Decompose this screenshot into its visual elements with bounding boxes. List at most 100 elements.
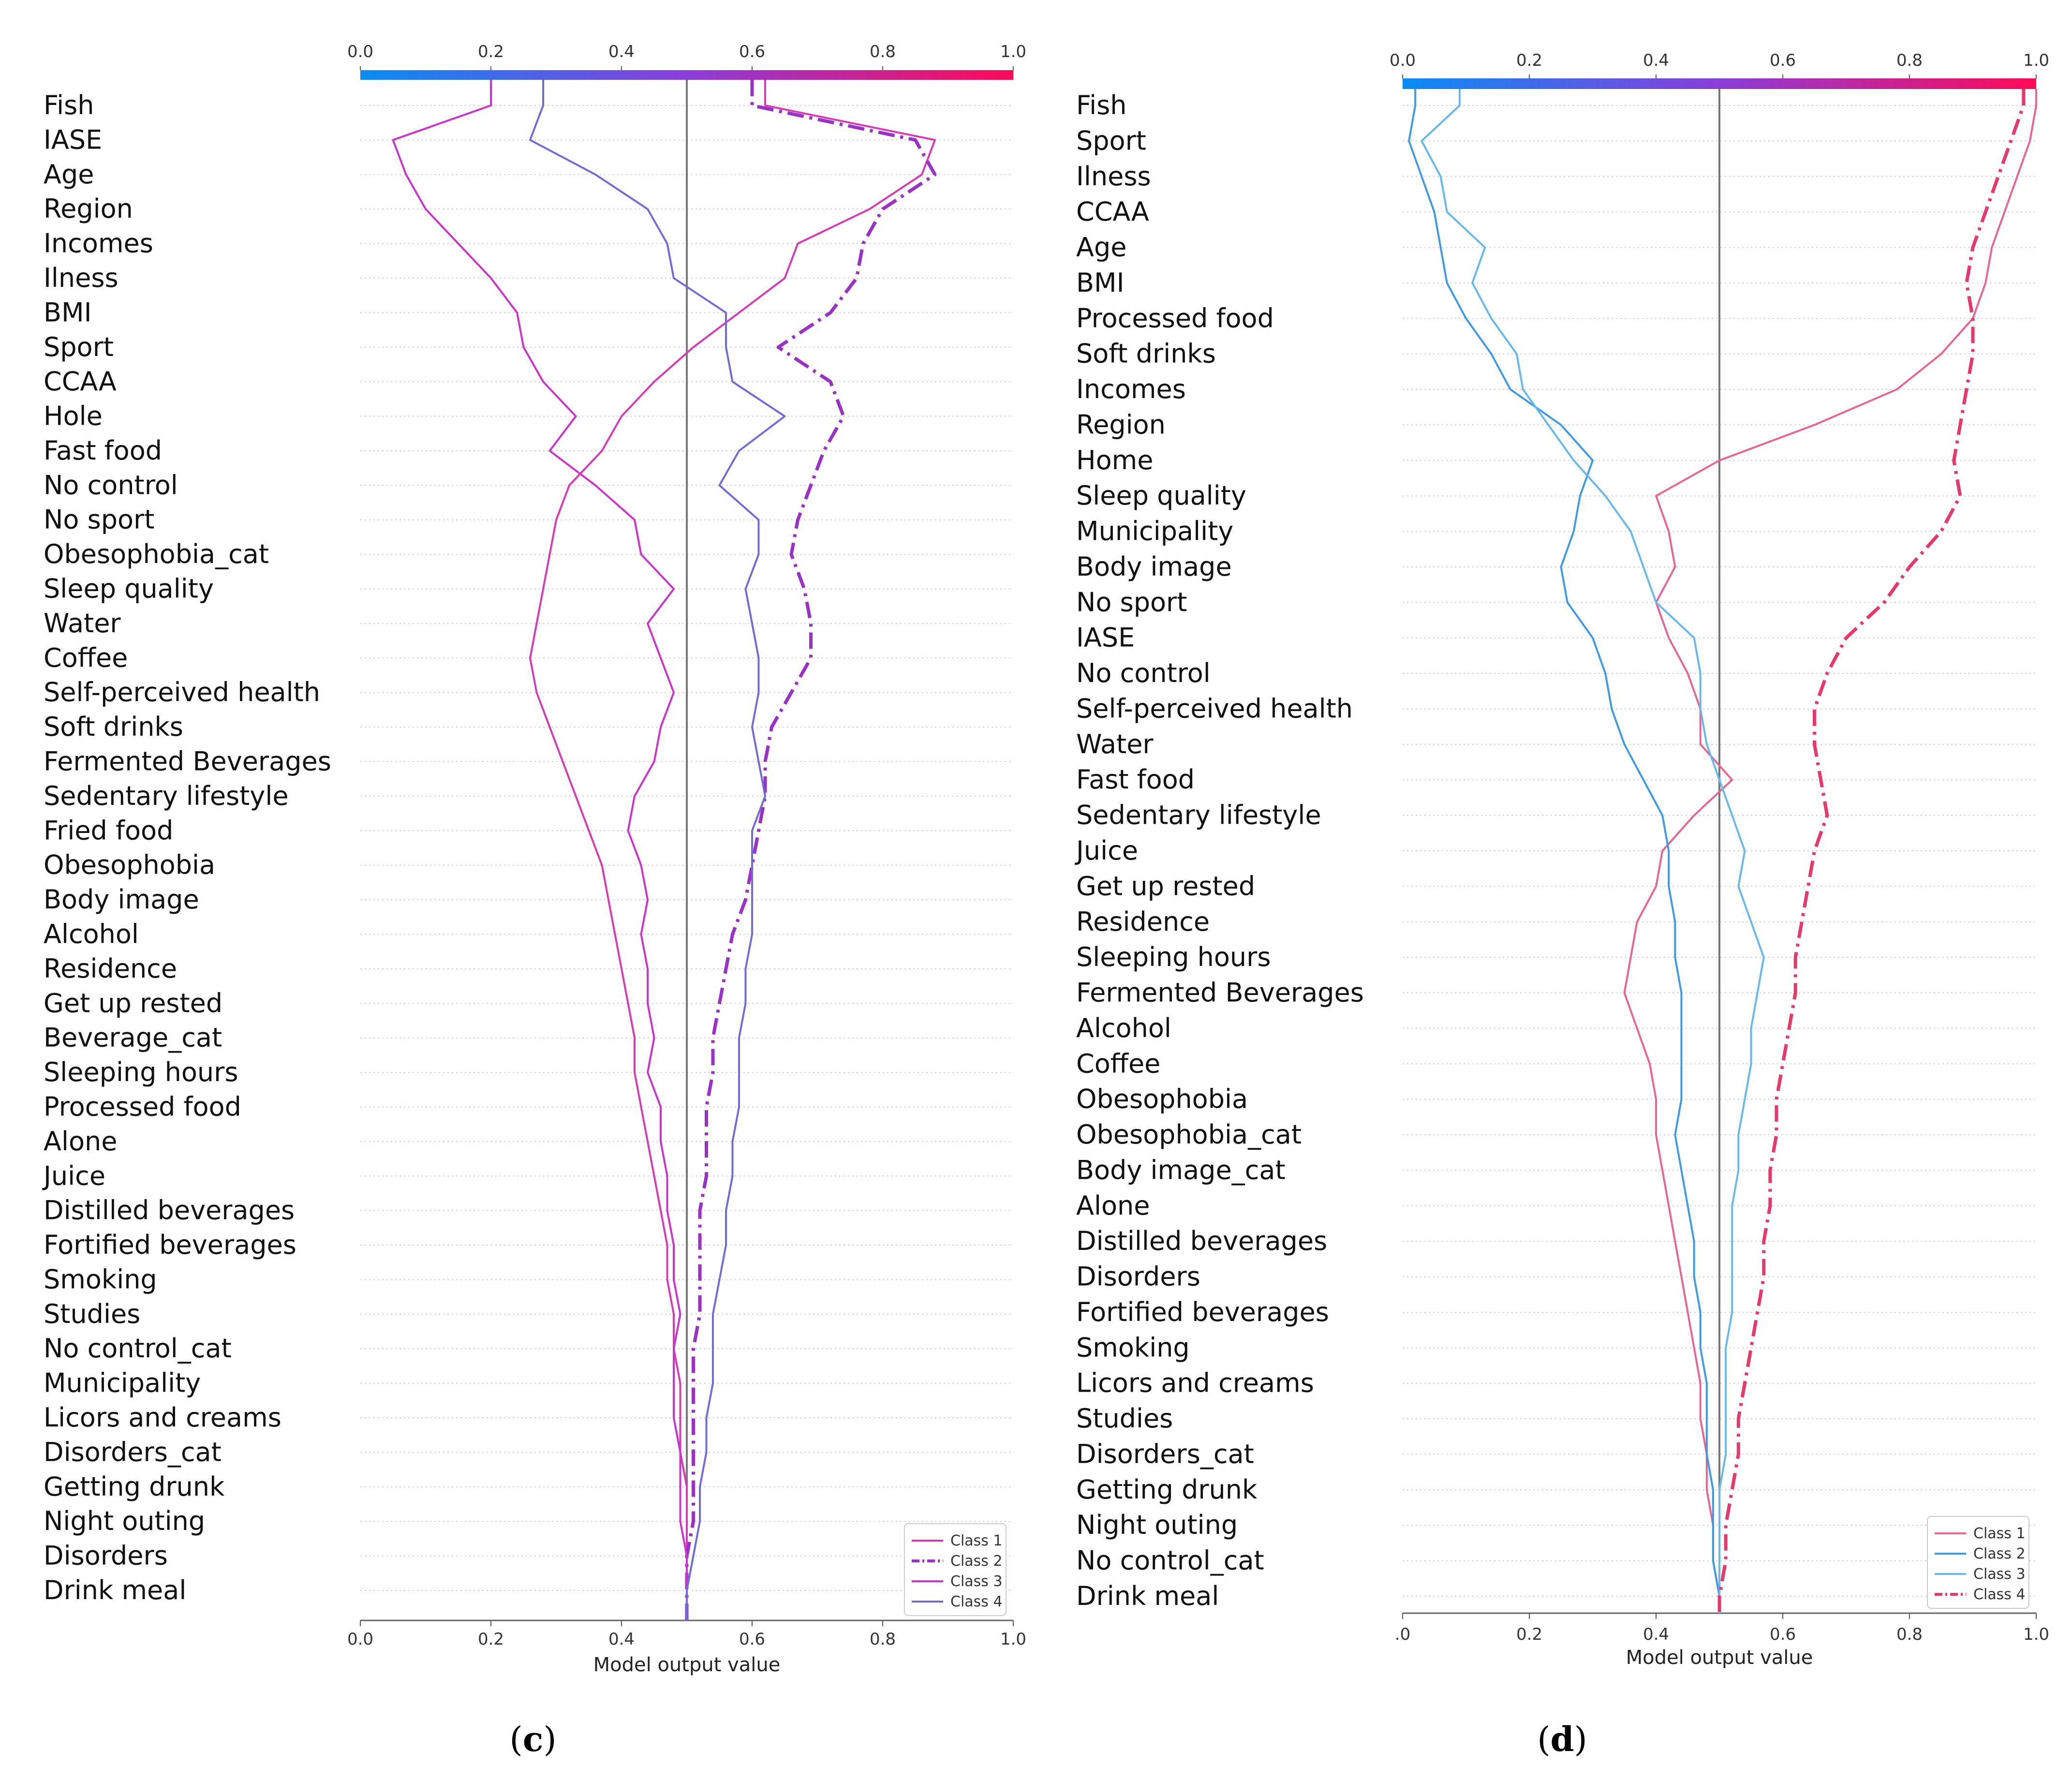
- feature-label: No sport: [44, 505, 154, 535]
- feature-label: Distilled beverages: [44, 1195, 295, 1226]
- feature-label: Self-perceived health: [1076, 693, 1353, 724]
- feature-label: No sport: [1076, 587, 1187, 617]
- x-tick-label: 0.4: [1643, 1625, 1669, 1644]
- top-tick-label: 0.4: [1643, 51, 1669, 70]
- legend-entry: Class 4: [1973, 1586, 2026, 1603]
- feature-label: Drink meal: [1076, 1581, 1219, 1611]
- feature-label: Fast food: [44, 435, 162, 466]
- feature-label: Beverage_cat: [44, 1023, 222, 1053]
- feature-label: Fish: [1076, 90, 1127, 120]
- feature-label: No control: [44, 470, 178, 500]
- feature-label: Obesophobia: [1076, 1084, 1248, 1114]
- feature-label: Studies: [44, 1299, 140, 1329]
- feature-label: IASE: [44, 124, 102, 155]
- x-tick-label: 0.4: [608, 1630, 635, 1649]
- feature-label: Coffee: [44, 642, 128, 673]
- feature-label: Studies: [1076, 1403, 1173, 1434]
- panel-label-letter: d: [1551, 1719, 1574, 1759]
- feature-label: Fish: [44, 90, 94, 120]
- top-tick-label: 0.2: [1516, 51, 1542, 70]
- feature-label: Residence: [44, 953, 177, 984]
- feature-label: Body image: [44, 884, 199, 915]
- feature-label: Disorders: [1076, 1262, 1200, 1292]
- feature-label: BMI: [1076, 267, 1125, 298]
- feature-label: Obesophobia: [44, 850, 215, 880]
- feature-label: Sleep quality: [44, 574, 214, 604]
- feature-label: Alcohol: [44, 919, 139, 949]
- feature-label: Sedentary lifestyle: [1076, 800, 1321, 831]
- legend-entry: Class 2: [950, 1553, 1003, 1570]
- feature-label: Fermented Beverages: [44, 746, 331, 777]
- x-tick-label: .0: [1395, 1625, 1410, 1644]
- feature-label: Get up rested: [44, 988, 222, 1018]
- x-tick-label: 0.2: [1516, 1625, 1542, 1644]
- series-line-class-3: [1421, 89, 1765, 1613]
- legend-entry: Class 3: [950, 1573, 1003, 1590]
- x-tick-label: 0.8: [1896, 1625, 1923, 1644]
- series-line-class-4: [1717, 89, 2026, 1613]
- feature-label: Night outing: [44, 1506, 205, 1536]
- feature-label: Processed food: [44, 1091, 241, 1122]
- top-tick-label: 1.0: [2023, 51, 2049, 70]
- feature-label: No control_cat: [44, 1333, 232, 1364]
- series-line-class-4: [529, 80, 786, 1620]
- x-tick-label: 0.6: [739, 1630, 765, 1649]
- x-tick-label: 0.6: [1770, 1625, 1796, 1644]
- feature-label: Municipality: [44, 1368, 201, 1398]
- feature-label: Processed food: [1076, 303, 1274, 333]
- x-tick-label: 1.0: [2023, 1625, 2049, 1644]
- series-line-class-1: [529, 80, 936, 1620]
- legend: Class 1 Class 2 Class 3 Class 4: [1927, 1516, 2029, 1609]
- panel-label-open: (: [509, 1720, 522, 1759]
- panel-label-open: (: [1537, 1720, 1550, 1759]
- feature-label: Smoking: [44, 1264, 157, 1294]
- panel-label-close: ): [1574, 1720, 1587, 1759]
- top-tick-label: 0.6: [1770, 51, 1796, 70]
- feature-label: Sleeping hours: [1076, 942, 1271, 972]
- feature-label: Licors and creams: [1076, 1368, 1314, 1398]
- feature-label: Home: [1076, 445, 1153, 475]
- legend: Class 1 Class 2 Class 3 Class 4: [904, 1523, 1006, 1616]
- top-tick-label: 0.0: [1390, 51, 1416, 70]
- feature-label: Sport: [44, 332, 114, 362]
- decision-plot-d: Fish Sport Ilness CCAA Age BMI Processed food S…: [1075, 51, 2049, 1759]
- feature-label: Drink meal: [44, 1575, 186, 1605]
- feature-label: Soft drinks: [1076, 339, 1216, 369]
- feature-label: Getting drunk: [1076, 1474, 1258, 1505]
- feature-label: Night outing: [1076, 1510, 1238, 1540]
- feature-label: Obesophobia_cat: [44, 539, 269, 569]
- feature-label: Obesophobia_cat: [1076, 1119, 1302, 1150]
- x-tick-label: 0.0: [347, 1630, 373, 1649]
- top-tick-label: 0.0: [347, 42, 373, 61]
- top-tick-label: 0.2: [478, 42, 504, 61]
- feature-label: Fortified beverages: [1076, 1297, 1329, 1327]
- legend-entry: Class 1: [950, 1532, 1003, 1549]
- legend-entry: Class 4: [950, 1593, 1003, 1610]
- top-tick-label: 0.8: [870, 42, 896, 61]
- feature-label: Fried food: [44, 815, 173, 846]
- feature-label: Coffee: [1076, 1048, 1160, 1079]
- feature-label: CCAA: [44, 366, 117, 397]
- feature-label: Alcohol: [1076, 1013, 1171, 1043]
- x-tick-label: 0.2: [478, 1630, 504, 1649]
- panel-label: (d): [1537, 1719, 1587, 1759]
- feature-label: Sedentary lifestyle: [44, 781, 289, 811]
- feature-label: Body image: [1076, 551, 1232, 582]
- feature-label: Disorders_cat: [1076, 1439, 1254, 1469]
- feature-label: Residence: [1076, 906, 1210, 937]
- panel-label-letter: c: [523, 1719, 544, 1759]
- feature-label: Incomes: [1076, 374, 1186, 404]
- colorbar: [360, 70, 1013, 80]
- feature-label: Sleep quality: [1076, 480, 1246, 511]
- top-tick-label: 0.4: [608, 42, 635, 61]
- feature-label: Hole: [44, 401, 103, 431]
- feature-label: Alone: [1076, 1190, 1150, 1221]
- x-axis-title: Model output value: [1626, 1647, 1813, 1669]
- feature-label: Municipality: [1076, 516, 1233, 547]
- feature-label: Smoking: [1076, 1332, 1190, 1363]
- feature-label: Age: [1076, 232, 1126, 263]
- feature-label: Incomes: [44, 228, 153, 259]
- top-tick-label: 0.6: [739, 42, 765, 61]
